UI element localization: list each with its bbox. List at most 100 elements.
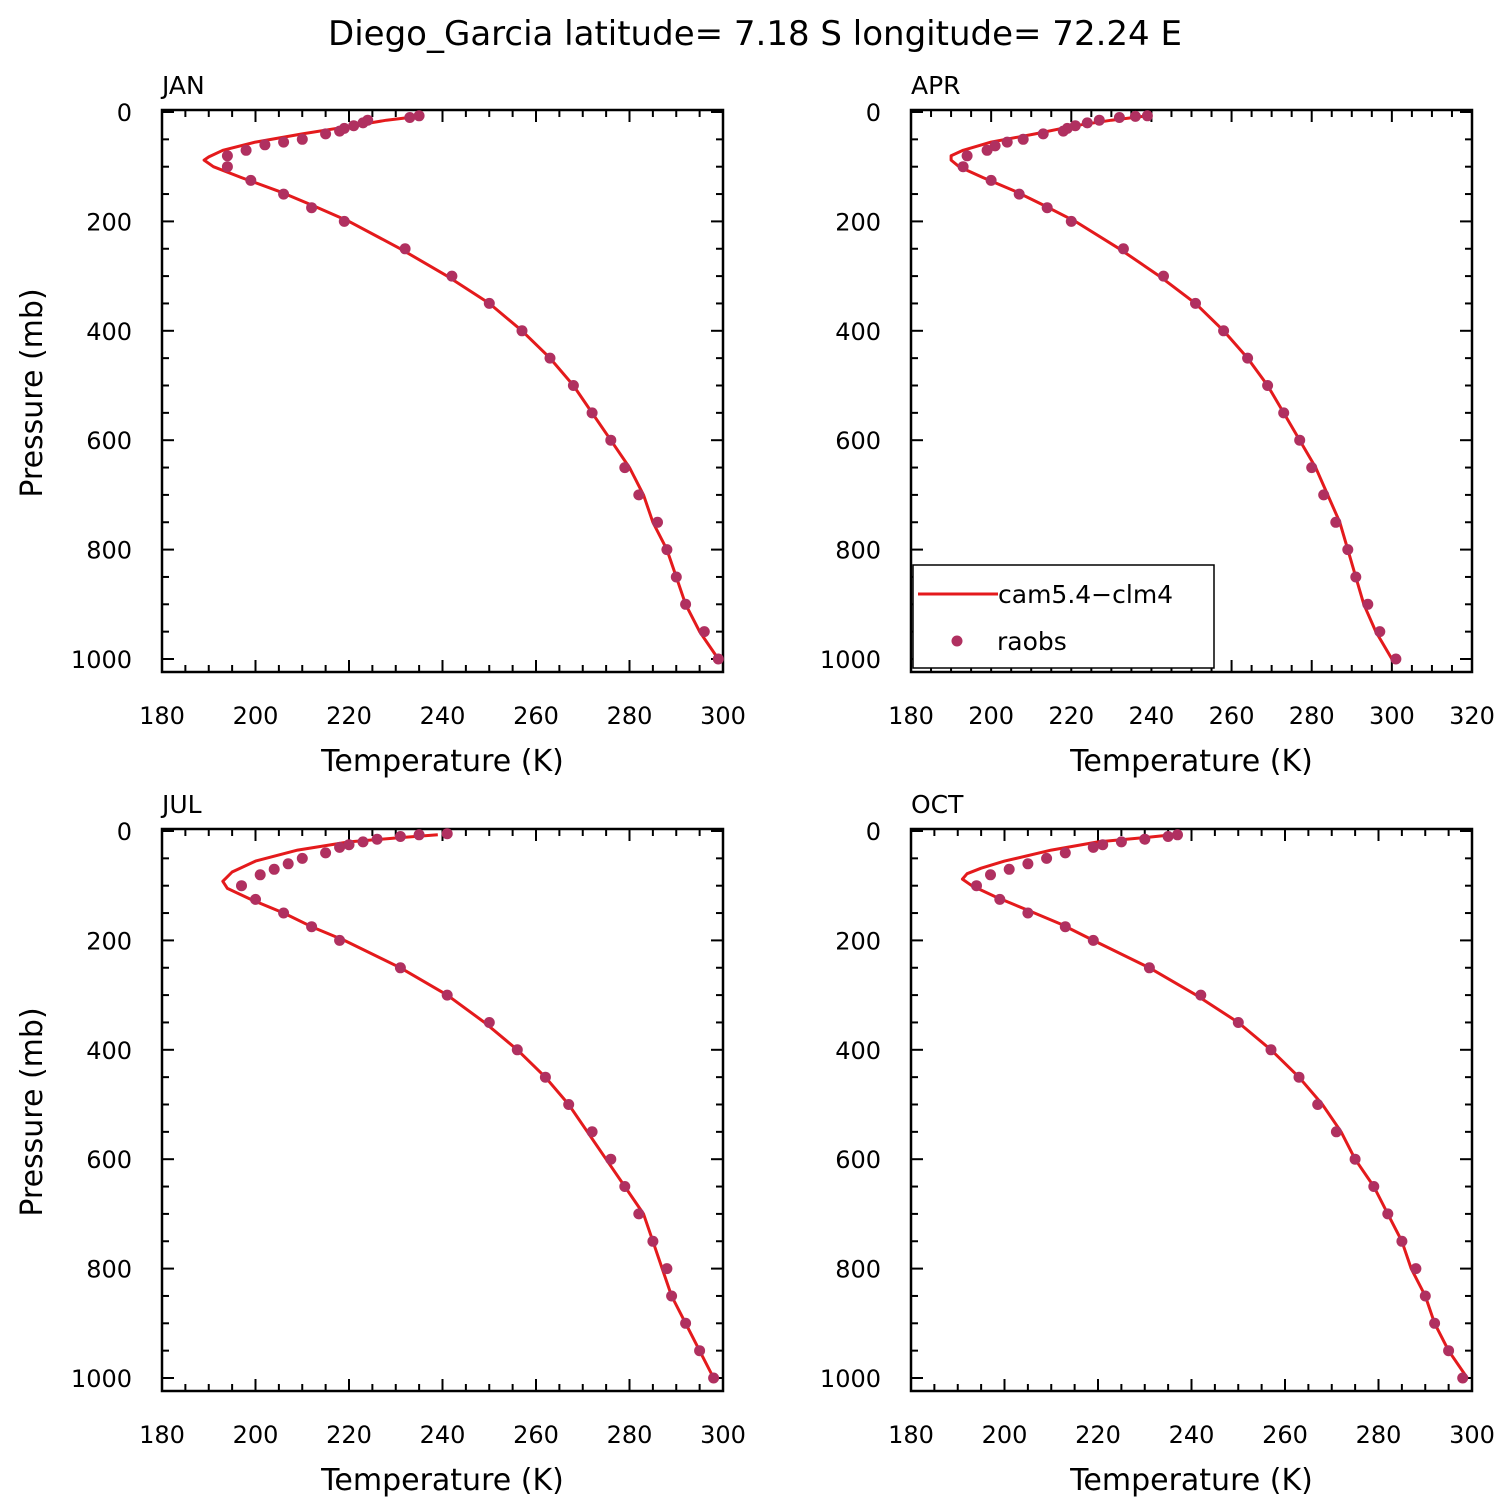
jul-raobs-point xyxy=(296,852,308,864)
jan-raobs-point xyxy=(296,133,308,145)
apr-raobs-point xyxy=(1262,380,1274,391)
jul-raobs-point xyxy=(511,1044,523,1056)
apr-raobs-point xyxy=(1350,571,1362,583)
apr-x-tick-label: 200 xyxy=(968,702,1014,730)
jul-raobs-point xyxy=(619,1181,631,1192)
oct-raobs-point xyxy=(1368,1181,1380,1192)
jul-x-tick-label: 200 xyxy=(233,1421,279,1449)
jan-x-tick-label: 260 xyxy=(513,702,559,730)
apr-raobs-point xyxy=(1294,434,1306,446)
jan-raobs-point xyxy=(221,161,233,173)
jan-y-tick-label: 1000 xyxy=(71,646,132,674)
oct-raobs-point xyxy=(1457,1372,1469,1384)
panel-jan: JAN 180 200 220 240 260 280 300 0 200 400 600 800 100… xyxy=(15,71,746,779)
apr-raobs-point xyxy=(1374,626,1386,638)
apr-raobs-point xyxy=(957,161,969,173)
oct-x-tick-label: 300 xyxy=(1449,1421,1495,1449)
oct-y-tick-label: 1000 xyxy=(820,1365,881,1393)
oct-raobs-point xyxy=(1041,852,1053,864)
jul-raobs-point xyxy=(586,1126,598,1138)
jan-raobs-point xyxy=(680,598,692,610)
oct-raobs-point xyxy=(1195,989,1207,1001)
panels: JAN 180 200 220 240 260 280 300 0 200 400 600 800 100… xyxy=(15,71,1495,1498)
apr-y-tick-label: 1000 xyxy=(820,646,881,674)
oct-x-tick-label: 180 xyxy=(888,1421,934,1449)
jan-raobs-point xyxy=(306,202,318,214)
jan-y-tick-label: 0 xyxy=(117,99,132,127)
jul-raobs-point xyxy=(357,836,369,848)
oct-x-axis-title: Temperature (K) xyxy=(1069,1463,1313,1498)
apr-raobs-point xyxy=(1158,270,1169,282)
apr-raobs-point xyxy=(1218,325,1230,337)
jul-x-tick-label: 220 xyxy=(326,1421,372,1449)
oct-raobs-point xyxy=(1312,1099,1324,1110)
jan-raobs-point xyxy=(404,112,416,123)
oct-raobs-point xyxy=(1293,1071,1305,1083)
panel-jul: JUL 180 200 220 240 260 280 300 0 200 400 600 800 100… xyxy=(15,790,746,1498)
jul-raobs-point xyxy=(278,907,290,919)
jul-plot-frame xyxy=(160,827,725,1393)
jul-raobs-point xyxy=(250,893,261,905)
jul-y-axis-title: Pressure (mb) xyxy=(15,1007,50,1216)
oct-raobs-point xyxy=(1349,1153,1361,1165)
jan-x-axis-title: Temperature (K) xyxy=(320,744,564,779)
jan-raobs-point xyxy=(483,297,495,309)
jan-y-tick-label: 200 xyxy=(86,208,132,236)
jul-raobs-point xyxy=(371,833,383,845)
oct-raobs-point xyxy=(985,869,996,881)
oct-raobs-point xyxy=(1022,858,1034,870)
jul-raobs-point xyxy=(334,841,346,853)
jul-x-tick-label: 240 xyxy=(420,1421,466,1449)
oct-panel-label: OCT xyxy=(911,790,964,819)
apr-x-tick-label: 240 xyxy=(1129,702,1175,730)
oct-raobs-point xyxy=(1059,847,1071,859)
apr-raobs-point xyxy=(1342,544,1354,556)
apr-raobs-point xyxy=(1330,516,1342,528)
oct-raobs-point xyxy=(1443,1345,1455,1357)
apr-x-tick-label: 220 xyxy=(1048,702,1094,730)
jul-raobs-point xyxy=(343,839,355,851)
jan-raobs-point xyxy=(544,352,556,364)
apr-x-tick-label: 320 xyxy=(1449,702,1495,730)
oct-raobs-point xyxy=(1022,907,1034,919)
jul-model-line xyxy=(221,833,715,1379)
oct-raobs-point xyxy=(1419,1290,1431,1302)
jan-y-tick-label: 800 xyxy=(86,537,132,565)
oct-raobs-point xyxy=(1115,836,1127,848)
jul-raobs-point xyxy=(254,869,266,881)
jul-raobs-point xyxy=(236,880,247,892)
jul-x-tick-label: 180 xyxy=(139,1421,185,1449)
apr-x-axis-title: Temperature (K) xyxy=(1069,744,1313,779)
oct-x-tick-label: 240 xyxy=(1169,1421,1215,1449)
jan-y-tick-label: 600 xyxy=(86,427,132,455)
apr-y-tick-label: 200 xyxy=(835,208,881,236)
apr-raobs-point xyxy=(1001,136,1013,148)
oct-raobs-point xyxy=(1232,1017,1244,1028)
oct-raobs-point xyxy=(1265,1044,1277,1056)
jan-raobs-point xyxy=(245,174,257,186)
jul-raobs-point xyxy=(441,989,453,1001)
legend-obs-swatch xyxy=(951,635,963,647)
jan-raobs-point xyxy=(586,407,598,419)
oct-y-tick-label: 800 xyxy=(835,1256,881,1284)
apr-raobs-point xyxy=(1017,133,1029,145)
apr-raobs-point xyxy=(1081,117,1093,129)
apr-raobs-point xyxy=(1362,598,1374,610)
jul-raobs-point xyxy=(394,962,406,974)
apr-y-tick-label: 600 xyxy=(835,427,881,455)
oct-raobs-point xyxy=(994,893,1006,905)
apr-raobs-point xyxy=(1057,125,1069,137)
legend-model-label: cam5.4−clm4 xyxy=(998,580,1173,609)
apr-x-tick-label: 180 xyxy=(888,702,934,730)
jul-x-tick-label: 260 xyxy=(513,1421,559,1449)
jan-raobs-point xyxy=(320,128,332,140)
apr-raobs-point xyxy=(1037,128,1049,140)
jul-raobs-point xyxy=(666,1290,678,1302)
apr-raobs-point xyxy=(1390,653,1402,665)
legend-obs-label: raobs xyxy=(997,627,1067,656)
oct-raobs-point xyxy=(971,880,982,892)
apr-raobs-point xyxy=(1278,407,1290,419)
jul-panel-label: JUL xyxy=(160,790,202,819)
jan-x-tick-label: 220 xyxy=(326,702,372,730)
figure-title: Diego_Garcia latitude= 7.18 S longitude=… xyxy=(328,14,1182,54)
